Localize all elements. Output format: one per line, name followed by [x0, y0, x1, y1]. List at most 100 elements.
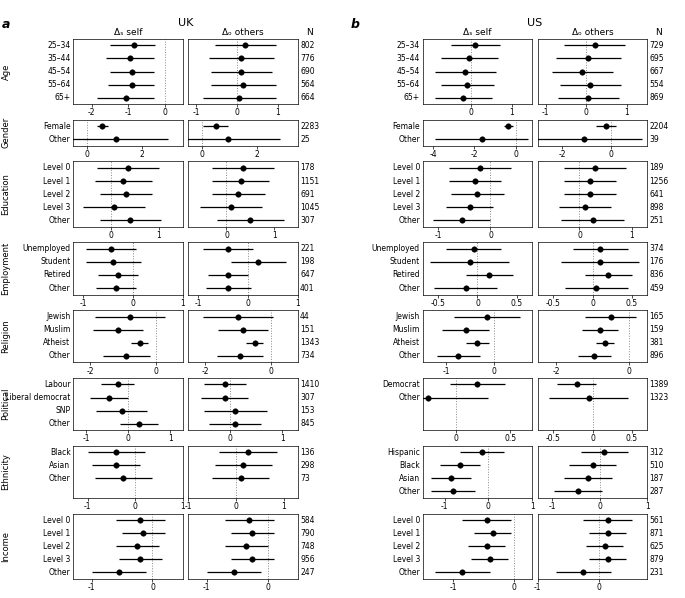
Text: Level 0: Level 0: [393, 163, 420, 172]
Text: Student: Student: [390, 257, 420, 266]
Text: 25–34: 25–34: [397, 41, 420, 50]
Text: 776: 776: [300, 54, 314, 63]
Text: Jewish: Jewish: [396, 312, 420, 321]
Text: 1256: 1256: [649, 176, 669, 185]
Text: Black: Black: [399, 461, 420, 470]
Text: Other: Other: [398, 216, 420, 225]
Text: 153: 153: [300, 406, 314, 415]
Text: Other: Other: [398, 135, 420, 144]
Text: Retired: Retired: [43, 270, 71, 279]
Text: 312: 312: [649, 448, 664, 457]
Text: Other: Other: [398, 393, 420, 402]
Text: 25: 25: [300, 135, 310, 144]
Text: Other: Other: [49, 283, 71, 292]
Text: Other: Other: [398, 487, 420, 496]
Text: Level 3: Level 3: [43, 555, 71, 564]
Text: 247: 247: [300, 568, 314, 577]
Text: Atheist: Atheist: [43, 338, 71, 347]
Text: Level 3: Level 3: [43, 203, 71, 212]
Text: Age: Age: [1, 63, 10, 80]
Text: Religion: Religion: [1, 319, 10, 353]
Text: 802: 802: [300, 41, 314, 50]
Text: 187: 187: [649, 474, 664, 483]
Text: Education: Education: [1, 173, 10, 215]
Text: 691: 691: [300, 190, 314, 199]
Text: 221: 221: [300, 245, 314, 254]
Text: Ethnicity: Ethnicity: [1, 453, 10, 490]
Text: 898: 898: [649, 203, 664, 212]
Text: Muslim: Muslim: [43, 325, 71, 334]
Text: Other: Other: [49, 419, 71, 428]
Text: 790: 790: [300, 529, 314, 538]
Text: Muslim: Muslim: [393, 325, 420, 334]
Text: Hispanic: Hispanic: [387, 448, 420, 457]
Text: 35–44: 35–44: [47, 54, 71, 63]
Text: 189: 189: [649, 163, 664, 172]
Text: 55–64: 55–64: [397, 80, 420, 89]
Text: 374: 374: [649, 245, 664, 254]
Text: 45–54: 45–54: [397, 67, 420, 76]
Text: 695: 695: [649, 54, 664, 63]
Text: Other: Other: [49, 568, 71, 577]
Text: 307: 307: [300, 216, 314, 225]
Text: 554: 554: [649, 80, 664, 89]
Text: 459: 459: [649, 283, 664, 292]
Text: 690: 690: [300, 67, 314, 76]
Text: N: N: [306, 28, 312, 38]
Text: Jewish: Jewish: [47, 312, 71, 321]
Text: Δₒ others: Δₒ others: [572, 28, 613, 38]
Text: Retired: Retired: [393, 270, 420, 279]
Text: 1045: 1045: [300, 203, 319, 212]
Text: 25–34: 25–34: [47, 41, 71, 50]
Text: SNP: SNP: [55, 406, 71, 415]
Text: 1343: 1343: [300, 338, 319, 347]
Text: Level 2: Level 2: [43, 190, 71, 199]
Text: Other: Other: [398, 283, 420, 292]
Text: Level 3: Level 3: [393, 203, 420, 212]
Text: 871: 871: [649, 529, 664, 538]
Text: Δₒ others: Δₒ others: [223, 28, 264, 38]
Text: 44: 44: [300, 312, 310, 321]
Text: Other: Other: [49, 474, 71, 483]
Text: Level 3: Level 3: [393, 555, 420, 564]
Text: 55–64: 55–64: [47, 80, 71, 89]
Text: 2283: 2283: [300, 122, 319, 131]
Text: Unemployed: Unemployed: [23, 245, 71, 254]
Text: 1410: 1410: [300, 380, 319, 389]
Text: 879: 879: [649, 555, 664, 564]
Text: 1151: 1151: [300, 176, 319, 185]
Text: Other: Other: [398, 352, 420, 361]
Text: Other: Other: [49, 352, 71, 361]
Text: 251: 251: [649, 216, 664, 225]
Text: 748: 748: [300, 542, 314, 551]
Text: 734: 734: [300, 352, 314, 361]
Text: Unemployed: Unemployed: [372, 245, 420, 254]
Text: 845: 845: [300, 419, 314, 428]
Text: b: b: [351, 18, 360, 31]
Text: Level 1: Level 1: [43, 529, 71, 538]
Text: 2204: 2204: [649, 122, 669, 131]
Text: Gender: Gender: [1, 117, 10, 148]
Text: UK: UK: [178, 18, 193, 28]
Text: 625: 625: [649, 542, 664, 551]
Text: Other: Other: [49, 216, 71, 225]
Text: 836: 836: [649, 270, 664, 279]
Text: Level 1: Level 1: [393, 176, 420, 185]
Text: 176: 176: [649, 257, 664, 266]
Text: 667: 667: [649, 67, 664, 76]
Text: 39: 39: [649, 135, 659, 144]
Text: 136: 136: [300, 448, 314, 457]
Text: Level 0: Level 0: [43, 515, 71, 524]
Text: Other: Other: [398, 568, 420, 577]
Text: 165: 165: [649, 312, 664, 321]
Text: Asian: Asian: [49, 461, 71, 470]
Text: 641: 641: [649, 190, 664, 199]
Text: Democrat: Democrat: [382, 380, 420, 389]
Text: 956: 956: [300, 555, 314, 564]
Text: Level 1: Level 1: [393, 529, 420, 538]
Text: Level 2: Level 2: [43, 542, 71, 551]
Text: 1323: 1323: [649, 393, 669, 402]
Text: 178: 178: [300, 163, 314, 172]
Text: 151: 151: [300, 325, 314, 334]
Text: 231: 231: [649, 568, 664, 577]
